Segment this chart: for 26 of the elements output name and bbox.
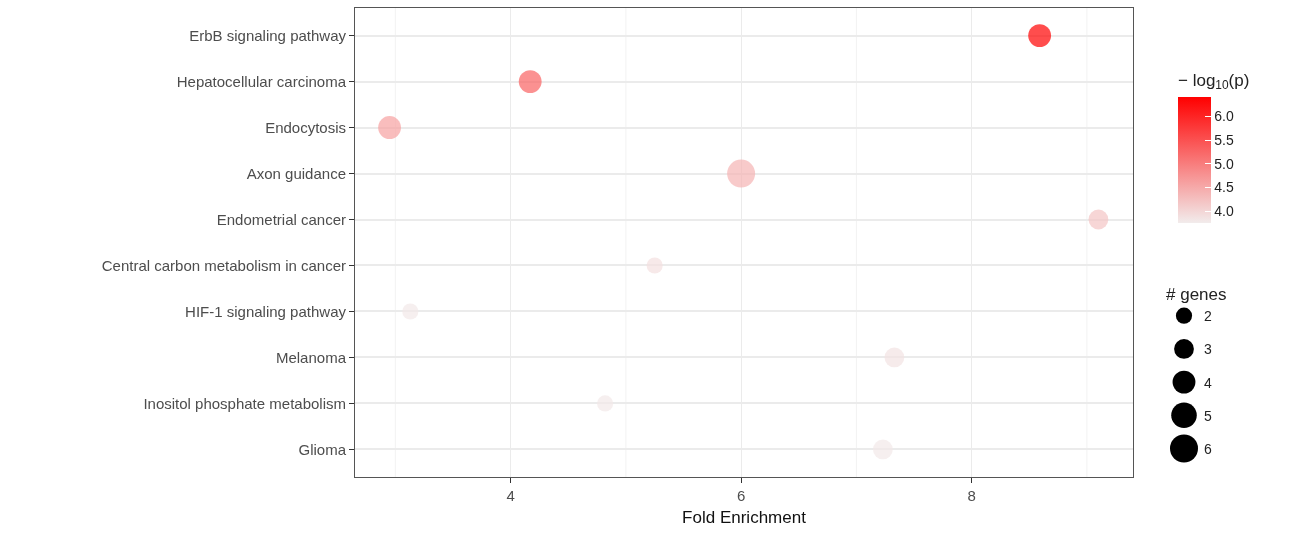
legend-label: 5	[1204, 407, 1212, 424]
y-tick-label: Endocytosis	[265, 118, 346, 136]
legend-label: 3	[1204, 341, 1212, 358]
y-tick-label: ErbB signaling pathway	[189, 26, 347, 44]
color-bar-label: 4.0	[1214, 203, 1234, 220]
y-tick-label: Inositol phosphate metabolism	[143, 394, 346, 412]
x-tick-label: 6	[736, 487, 746, 504]
y-tick-label: Central carbon metabolism in cancer	[101, 256, 346, 274]
legend-label: 2	[1204, 308, 1212, 325]
color-bar-label: 5.0	[1214, 155, 1234, 172]
color-bar-label: 5.5	[1214, 132, 1234, 149]
legend-title: # genes	[1166, 285, 1227, 305]
color-bar-label: 6.0	[1214, 108, 1234, 125]
y-tick-label: Endometrial cancer	[216, 210, 346, 228]
legend-label: 6	[1204, 440, 1212, 457]
legend-label: 4	[1204, 374, 1212, 391]
y-tick-label: Glioma	[298, 440, 347, 458]
x-axis-title: Fold Enrichment	[682, 508, 807, 528]
y-tick-label: Axon guidance	[246, 164, 346, 182]
x-tick-label: 4	[506, 487, 515, 504]
y-tick-label: HIF-1 signaling pathway	[185, 302, 347, 320]
color-bar-label: 4.5	[1214, 179, 1234, 196]
color-bar-title: − log$_{10}$(p)	[1178, 70, 1250, 93]
x-tick-label: 8	[967, 487, 976, 504]
y-tick-label: Hepatocellular carcinoma	[176, 72, 347, 90]
y-tick-label: Melanoma	[275, 348, 347, 366]
